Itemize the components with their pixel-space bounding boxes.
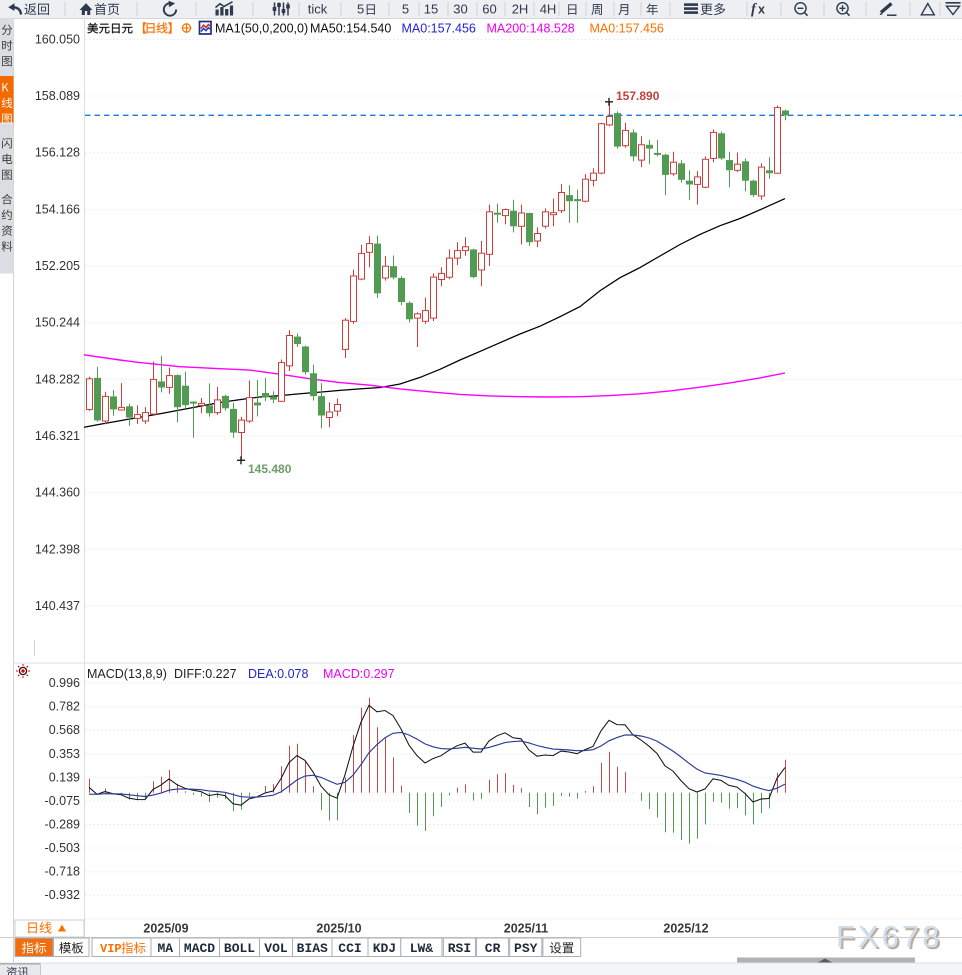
svg-text:150.244: 150.244 bbox=[35, 316, 80, 330]
svg-text:DIFF:0.227: DIFF:0.227 bbox=[174, 667, 237, 681]
svg-text:2025/12: 2025/12 bbox=[663, 922, 708, 936]
svg-text:tick: tick bbox=[308, 2, 328, 17]
svg-text:15: 15 bbox=[424, 2, 438, 17]
svg-text:145.480: 145.480 bbox=[248, 462, 292, 476]
svg-text:MA0:157.456: MA0:157.456 bbox=[590, 22, 664, 36]
svg-text:CR: CR bbox=[485, 941, 501, 956]
svg-text:142.398: 142.398 bbox=[35, 542, 80, 556]
svg-text:152.205: 152.205 bbox=[35, 259, 80, 273]
svg-text:148.282: 148.282 bbox=[35, 372, 80, 386]
svg-text:5: 5 bbox=[402, 2, 409, 17]
svg-text:156.128: 156.128 bbox=[35, 146, 80, 160]
svg-text:0.568: 0.568 bbox=[49, 723, 80, 737]
svg-text:MA1(50,0,200,0): MA1(50,0,200,0) bbox=[215, 22, 308, 36]
svg-text:2025/09: 2025/09 bbox=[143, 922, 188, 936]
svg-text:DEA:0.078: DEA:0.078 bbox=[248, 667, 309, 681]
svg-text:-0.932: -0.932 bbox=[45, 888, 80, 902]
svg-text:CCI: CCI bbox=[338, 941, 361, 956]
svg-text:MA: MA bbox=[157, 941, 173, 956]
svg-text:-0.718: -0.718 bbox=[45, 865, 80, 879]
svg-text:4H: 4H bbox=[540, 2, 557, 17]
svg-text:2025/11: 2025/11 bbox=[504, 922, 549, 936]
svg-text:-0.289: -0.289 bbox=[45, 817, 80, 831]
svg-text:BOLL: BOLL bbox=[224, 941, 255, 956]
svg-text:MACD(13,8,9): MACD(13,8,9) bbox=[87, 667, 167, 681]
svg-text:2H: 2H bbox=[512, 2, 529, 17]
svg-text:MA0:157.456: MA0:157.456 bbox=[402, 22, 476, 36]
svg-text:-0.075: -0.075 bbox=[45, 794, 80, 808]
svg-text:5: 5 bbox=[357, 2, 364, 17]
svg-text:f: f bbox=[751, 2, 758, 18]
svg-text:144.360: 144.360 bbox=[35, 486, 80, 500]
svg-text:MACD: MACD bbox=[184, 941, 215, 956]
svg-text:140.437: 140.437 bbox=[35, 599, 80, 613]
svg-text:KDJ: KDJ bbox=[373, 941, 396, 956]
svg-text:30: 30 bbox=[453, 2, 467, 17]
svg-text:146.321: 146.321 bbox=[35, 429, 80, 443]
svg-text:VOL: VOL bbox=[264, 941, 288, 956]
svg-text:x: x bbox=[758, 3, 765, 17]
svg-text:0.996: 0.996 bbox=[49, 676, 80, 690]
svg-text:FX678: FX678 bbox=[838, 921, 944, 956]
svg-text:2025/10: 2025/10 bbox=[316, 922, 361, 936]
svg-text:MA200:148.528: MA200:148.528 bbox=[487, 22, 575, 36]
svg-text:BIAS: BIAS bbox=[297, 941, 328, 956]
svg-text:RSI: RSI bbox=[448, 941, 471, 956]
svg-text:0.353: 0.353 bbox=[49, 747, 80, 761]
svg-text:PSY: PSY bbox=[514, 941, 538, 956]
svg-text:MACD:0.297: MACD:0.297 bbox=[323, 667, 395, 681]
svg-text:154.166: 154.166 bbox=[35, 202, 80, 216]
svg-text:0.782: 0.782 bbox=[49, 700, 80, 714]
svg-text:160.050: 160.050 bbox=[35, 32, 80, 46]
svg-text:MA50:154.540: MA50:154.540 bbox=[310, 22, 391, 36]
svg-text:158.089: 158.089 bbox=[35, 89, 80, 103]
svg-text:157.890: 157.890 bbox=[616, 89, 660, 103]
svg-text:-0.503: -0.503 bbox=[45, 841, 80, 855]
svg-text:LW&: LW& bbox=[410, 941, 434, 956]
svg-text:0.139: 0.139 bbox=[49, 770, 80, 784]
svg-text:60: 60 bbox=[482, 2, 496, 17]
svg-text:VIP: VIP bbox=[100, 942, 122, 956]
svg-text:FX678: FX678 bbox=[836, 919, 942, 954]
